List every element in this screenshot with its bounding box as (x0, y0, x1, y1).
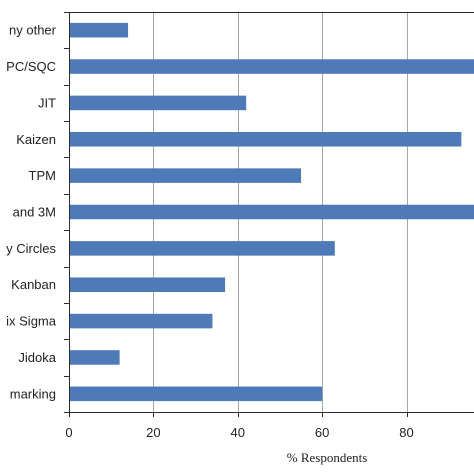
category-label: marking (10, 386, 56, 401)
category-label: ix Sigma (6, 314, 57, 329)
bar (69, 241, 335, 256)
category-label: Kaizen (16, 132, 56, 147)
bars (69, 22, 474, 402)
category-label: JIT (38, 95, 56, 110)
x-tick-label: 60 (315, 425, 329, 440)
bar (69, 277, 226, 292)
bar (69, 204, 474, 220)
bar (69, 22, 129, 38)
x-tick-label: 40 (231, 425, 245, 440)
bar (69, 95, 247, 111)
x-tick-label: 80 (399, 425, 413, 440)
category-label: ny other (9, 23, 57, 38)
axes (64, 12, 474, 417)
category-labels: ny other PC/SQC JIT Kaizen TPM and 3M y Circle… (6, 23, 57, 402)
bar (69, 132, 462, 147)
bar (69, 350, 120, 365)
category-label: y Circles (6, 241, 56, 256)
category-label: Kanban (11, 277, 56, 292)
category-label: Jidoka (18, 350, 56, 365)
x-axis-title: % Respondents (287, 450, 368, 465)
category-label: TPM (29, 168, 56, 183)
category-label: PC/SQC (6, 59, 56, 74)
x-tick-label: 20 (146, 425, 160, 440)
bar (69, 313, 213, 329)
x-tick-label: 0 (65, 425, 72, 440)
bar (69, 386, 323, 402)
bar (69, 59, 474, 74)
bar (69, 168, 302, 183)
x-tick-labels: 0 20 40 60 80 (65, 425, 413, 440)
category-label: and 3M (13, 205, 56, 220)
